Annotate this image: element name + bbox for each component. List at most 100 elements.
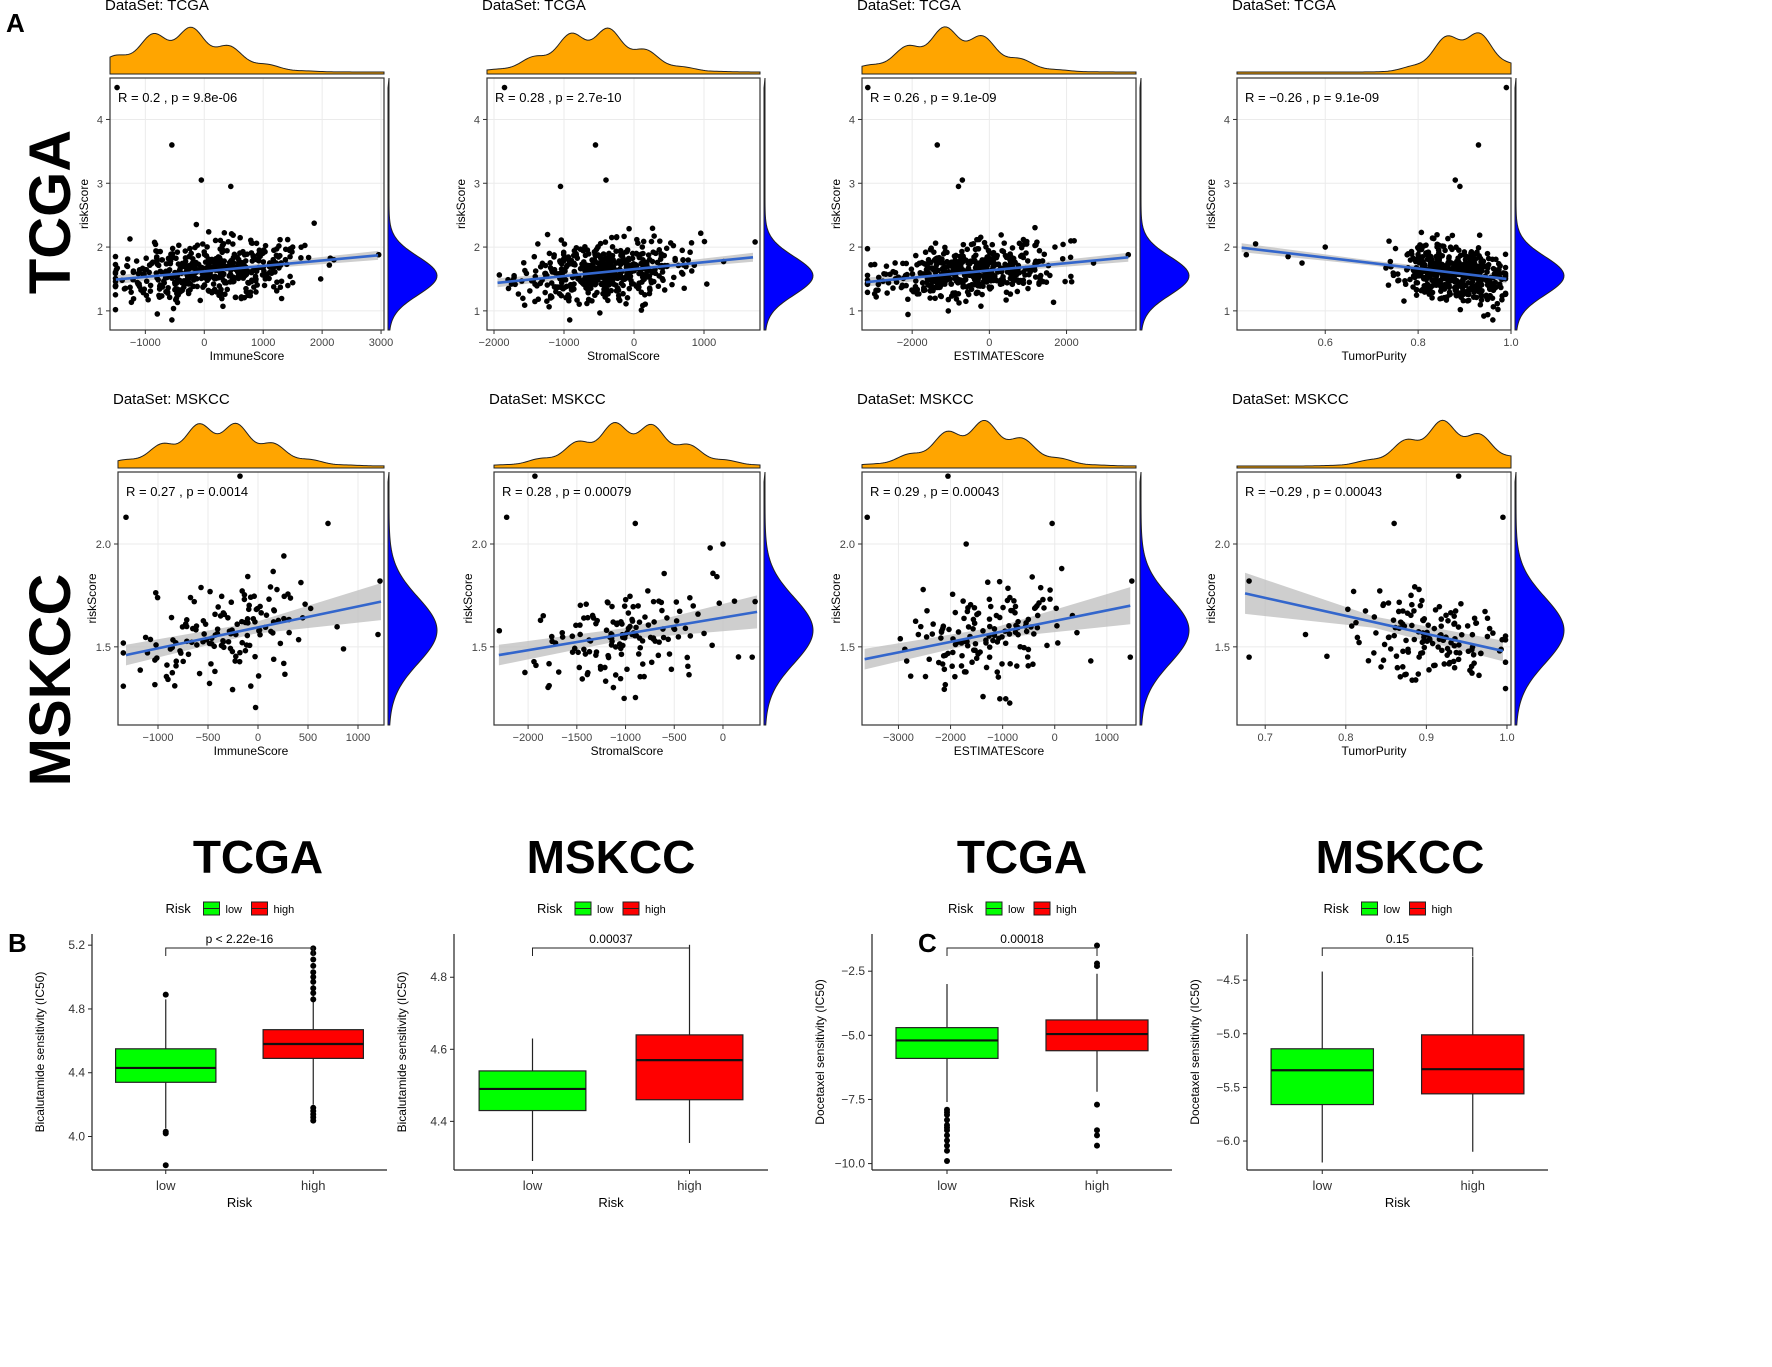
data-point — [620, 276, 626, 282]
data-point — [237, 250, 243, 256]
data-point — [112, 306, 119, 313]
data-point — [1484, 615, 1491, 622]
data-point — [1012, 629, 1019, 636]
data-point — [326, 262, 333, 268]
data-point — [940, 275, 947, 282]
data-point — [1016, 240, 1023, 247]
data-point — [1439, 252, 1446, 259]
data-point — [245, 279, 251, 286]
data-point — [120, 683, 127, 689]
data-point — [244, 251, 250, 257]
data-point — [147, 262, 153, 268]
data-point — [1052, 244, 1058, 250]
data-point — [958, 663, 965, 669]
data-point — [602, 239, 609, 245]
data-point — [1470, 253, 1476, 260]
data-point — [586, 648, 593, 655]
data-point — [198, 177, 205, 183]
data-point — [1385, 282, 1392, 288]
data-point — [1502, 264, 1509, 271]
correlation-annotation: R = 0.28 , p = 2.7e-10 — [495, 90, 621, 105]
data-point — [932, 266, 938, 273]
data-point — [972, 640, 979, 647]
data-point — [1435, 242, 1442, 248]
data-point — [191, 598, 198, 605]
data-point — [147, 636, 154, 643]
y-axis-label: Bicalutamide sensitivity (IC50) — [33, 972, 47, 1133]
x-tick-label: 1000 — [692, 337, 716, 349]
data-point — [1017, 253, 1024, 260]
p-value-label: 0.00037 — [589, 932, 633, 946]
data-point — [152, 589, 159, 596]
x-tick-label: −1000 — [143, 732, 174, 744]
data-point — [1419, 639, 1426, 646]
data-point — [642, 301, 649, 307]
data-point — [572, 262, 578, 268]
data-point — [914, 261, 920, 268]
data-point — [569, 633, 576, 640]
data-point — [1468, 264, 1475, 270]
data-point — [961, 669, 968, 675]
data-point — [1448, 609, 1454, 616]
data-point — [605, 599, 611, 606]
data-point — [195, 252, 202, 259]
data-point — [1471, 615, 1478, 622]
data-point — [212, 668, 218, 675]
data-point — [277, 284, 284, 291]
data-point — [1402, 281, 1409, 288]
data-point — [585, 287, 591, 293]
data-point — [993, 612, 1000, 619]
data-point — [1416, 586, 1422, 593]
data-point — [563, 283, 570, 290]
data-point — [1494, 300, 1501, 307]
data-point — [1490, 630, 1496, 636]
data-point — [948, 281, 955, 287]
data-point — [183, 264, 189, 270]
data-point — [1418, 229, 1425, 236]
data-point — [164, 289, 171, 295]
data-point — [259, 272, 266, 278]
data-point — [1421, 289, 1428, 295]
data-point — [986, 623, 993, 630]
data-point — [673, 599, 680, 605]
data-point — [980, 260, 986, 267]
data-point — [1055, 640, 1061, 646]
data-point — [1440, 275, 1447, 282]
data-point — [1014, 663, 1020, 669]
data-point — [864, 514, 871, 521]
data-point — [579, 676, 586, 682]
data-point — [1442, 247, 1448, 254]
data-point — [302, 242, 308, 249]
data-point — [955, 183, 962, 190]
data-point — [650, 598, 657, 605]
data-point — [996, 578, 1003, 585]
data-point — [641, 673, 647, 680]
data-point — [1476, 285, 1482, 292]
x-axis-label: StromalScore — [591, 744, 664, 758]
data-point — [559, 634, 566, 640]
data-point — [953, 252, 959, 259]
data-point — [547, 295, 554, 301]
data-point — [903, 658, 910, 664]
data-point — [632, 694, 639, 701]
data-point — [152, 657, 158, 663]
y-tick-label: 3 — [849, 178, 855, 190]
data-point — [549, 638, 555, 645]
data-point — [984, 579, 991, 586]
data-point — [999, 634, 1005, 640]
data-point — [1074, 629, 1080, 636]
data-point — [1456, 642, 1462, 648]
data-point — [642, 614, 648, 620]
data-point — [289, 279, 296, 286]
data-point — [1006, 700, 1013, 706]
data-point — [986, 654, 993, 660]
data-point — [249, 258, 256, 264]
x-tick-label: low — [156, 1178, 176, 1193]
data-point — [156, 292, 162, 299]
data-point — [1246, 578, 1252, 584]
data-point — [973, 655, 980, 662]
data-point — [1413, 292, 1420, 298]
data-point — [1431, 235, 1437, 242]
data-point — [665, 636, 672, 643]
data-point — [227, 645, 234, 652]
